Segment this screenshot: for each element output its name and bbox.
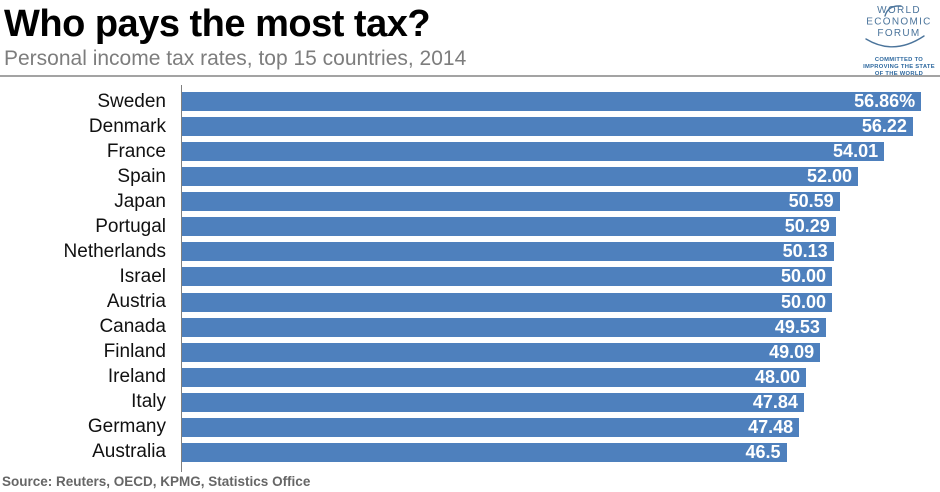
bar-track: 50.29 (182, 216, 940, 237)
bar: 46.5 (182, 441, 787, 462)
bar: 50.00 (182, 291, 832, 312)
value-label: 46.5 (745, 441, 781, 462)
value-label: 54.01 (833, 141, 879, 162)
value-label: 50.59 (788, 191, 834, 212)
bar: 50.13 (182, 241, 834, 262)
logo-swoosh-icon (865, 35, 925, 48)
y-axis-line (181, 85, 182, 472)
country-label: Spain (117, 165, 166, 187)
bar-row: Israel 50.00 (0, 264, 940, 289)
country-label: France (106, 140, 166, 162)
bar: 50.29 (182, 216, 836, 237)
bar-track: 46.5 (182, 441, 940, 462)
bar-row: Denmark 56.22 (0, 114, 940, 139)
bar-track: 56.22 (182, 116, 940, 137)
bar: 47.84 (182, 391, 804, 412)
bar: 47.48 (182, 416, 800, 437)
bar-chart: Sweden 56.86% Denmark 56.22 France 54.01 Spain… (0, 89, 940, 465)
bar-track: 47.84 (182, 391, 940, 412)
bar-track: 50.00 (182, 266, 940, 287)
value-label: 50.00 (780, 291, 826, 312)
logo-orbit-arc-icon (884, 5, 902, 17)
bar-track: 49.09 (182, 341, 940, 362)
value-label: 56.22 (861, 116, 907, 137)
value-label: 47.48 (748, 416, 794, 437)
value-label: 50.00 (780, 266, 826, 287)
country-label: Israel (119, 265, 166, 287)
country-label: Sweden (97, 90, 166, 112)
bar-row: Spain 52.00 (0, 164, 940, 189)
bar-row: Sweden 56.86% (0, 89, 940, 114)
header-divider-line (0, 75, 940, 77)
source-note: Source: Reuters, OECD, KPMG, Statistics … (2, 474, 311, 489)
bar: 49.09 (182, 341, 821, 362)
page-title: Who pays the most tax? (4, 3, 431, 45)
value-label: 52.00 (806, 166, 852, 187)
bar-row: Austria 50.00 (0, 290, 940, 315)
bar: 50.59 (182, 191, 840, 212)
logo-tagline-line1: COMMITTED TO (875, 57, 923, 63)
country-label: Australia (92, 441, 166, 463)
logo-word-forum: FORUM (877, 28, 920, 39)
bar: 56.22 (182, 116, 913, 137)
bar-row: Italy 47.84 (0, 390, 940, 415)
country-label: Netherlands (63, 240, 166, 262)
value-label: 47.84 (752, 391, 798, 412)
bar-row: Germany 47.48 (0, 415, 940, 440)
bar-row: Portugal 50.29 (0, 214, 940, 239)
bar: 50.00 (182, 266, 832, 287)
bar-track: 50.59 (182, 191, 940, 212)
wef-logo: WORLD ECONOMIC FORUM COMMITTED TO IMPROV… (863, 5, 935, 76)
bar-row: Ireland 48.00 (0, 365, 940, 390)
bar: 54.01 (182, 141, 885, 162)
logo-word-world: WORLD (877, 5, 921, 16)
bar: 49.53 (182, 316, 826, 337)
bar-track: 50.00 (182, 291, 940, 312)
value-label: 49.09 (769, 341, 815, 362)
country-label: Canada (99, 316, 166, 338)
logo-word-economic: ECONOMIC (866, 17, 931, 28)
bar: 56.86% (182, 91, 922, 112)
bar-row: France 54.01 (0, 139, 940, 164)
logo-tagline-line3: OF THE WORLD (875, 71, 923, 76)
bar-track: 49.53 (182, 316, 940, 337)
bar-track: 50.13 (182, 241, 940, 262)
value-label: 56.86% (854, 91, 916, 112)
bar-track: 52.00 (182, 166, 940, 187)
bar-track: 56.86% (182, 91, 940, 112)
bar-track: 47.48 (182, 416, 940, 437)
value-label: 48.00 (754, 366, 800, 387)
value-label: 50.29 (784, 216, 830, 237)
bar-row: Netherlands 50.13 (0, 239, 940, 264)
value-label: 49.53 (774, 316, 820, 337)
country-label: Austria (106, 291, 166, 313)
country-label: Denmark (88, 115, 166, 137)
bar-track: 54.01 (182, 141, 940, 162)
bar: 48.00 (182, 366, 806, 387)
country-label: Portugal (95, 215, 166, 237)
country-label: Finland (103, 341, 166, 363)
country-label: Japan (114, 190, 166, 212)
country-label: Italy (131, 391, 166, 413)
bar-row: Australia 46.5 (0, 440, 940, 465)
bar-row: Canada 49.53 (0, 315, 940, 340)
bar: 52.00 (182, 166, 858, 187)
chart-subtitle: Personal income tax rates, top 15 countr… (4, 47, 467, 70)
bar-track: 48.00 (182, 366, 940, 387)
value-label: 50.13 (782, 241, 828, 262)
country-label: Germany (87, 416, 166, 438)
logo-tagline-line2: IMPROVING THE STATE (863, 64, 935, 70)
bar-row: Japan 50.59 (0, 189, 940, 214)
bar-row: Finland 49.09 (0, 340, 940, 365)
country-label: Ireland (107, 366, 166, 388)
